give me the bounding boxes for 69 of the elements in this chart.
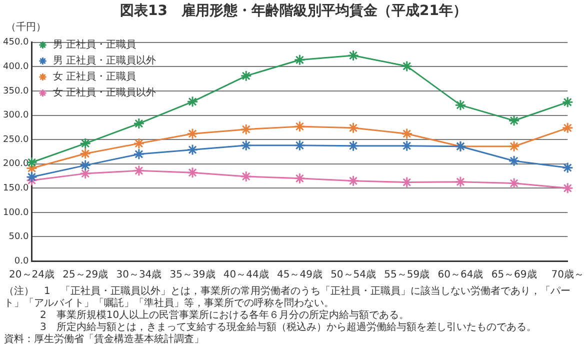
x-tick-label: 60～64歳 [438,268,484,281]
y-tick-label: 150.0 [3,183,30,194]
point [186,128,198,140]
point [508,178,520,190]
x-tick-label: 20～24歳 [9,268,54,281]
point [186,144,198,156]
x-tick-label: 25～29歳 [62,268,108,281]
text: 資料：厚生労働省「賃金構造基本統計調査」 [4,334,205,346]
point [348,122,360,134]
point [80,148,92,160]
point [348,50,360,62]
point [133,148,145,160]
text: 3 所定内給与額とは，きまって支給する現金給与額（税込み）から超過労働給与額を差し引いたものである。 [39,322,538,334]
x-tick-label: 35～39歳 [170,268,216,281]
point [454,176,466,188]
point [294,140,306,152]
x-tick-label: 30～34歳 [116,268,162,281]
y-tick-label: 400.0 [3,62,30,72]
y-tick-label: 300.0 [3,110,30,121]
point [186,96,198,108]
x-tick-label: 40～44歳 [223,268,269,281]
point [401,128,413,140]
point [562,182,574,194]
point [186,166,198,178]
point [80,138,92,150]
y-axis-title: （千円） [5,22,47,34]
y-tick-label: 100.0 [3,208,30,218]
chart-title: 図表13 雇用形態・年齢階級別平均賃金（平成21年） [119,2,468,21]
x-tick-label: 65～69歳 [491,268,537,281]
point [240,70,252,82]
point [294,120,306,132]
point [401,176,413,188]
point [508,114,520,126]
point [26,171,38,183]
point [348,175,360,187]
y-tick-label: 250.0 [3,134,30,145]
text: （注） 1 「正社員・正職員以外」とは，事業所の常用労働者のうち「正社員・正職員」に該当しない労働者であり，「パート」「アルバイト」「嘱託」「準社員」等，事業所での呼称を問わない。 [4,286,572,310]
point [454,99,466,111]
legend-label: 男 正社員・正職員以外 [52,54,156,67]
point [294,54,306,66]
x-tick-label: 70歳～ [551,268,584,281]
x-tick-label: 55～59歳 [384,268,430,281]
text: 2 事業所規模10人以上の民営事業所における各年６月分の所定内給与額である。 [39,310,410,322]
point [294,172,306,184]
point [562,162,574,174]
point [401,60,413,72]
legend-label: 男 正社員・正職員 [52,38,136,51]
y-tick-label: 0.0 [14,256,30,266]
x-tick-label: 50～54歳 [330,268,376,281]
point [508,155,520,167]
point [508,140,520,152]
point [240,170,252,182]
legend-label: 女 正社員・正職員 [52,70,136,83]
y-tick-label: 50.0 [8,232,30,242]
point [80,160,92,172]
point [401,140,413,152]
point [133,164,145,176]
y-tick-label: 200.0 [3,159,30,170]
point [80,168,92,180]
point [562,122,574,134]
point [562,96,574,108]
point [133,138,145,150]
point [240,124,252,136]
x-tick-label: 45～49歳 [276,268,322,281]
point [348,140,360,152]
y-tick-label: 450.0 [3,38,30,48]
point [133,118,145,130]
point [240,140,252,152]
y-tick-label: 350.0 [3,86,30,96]
